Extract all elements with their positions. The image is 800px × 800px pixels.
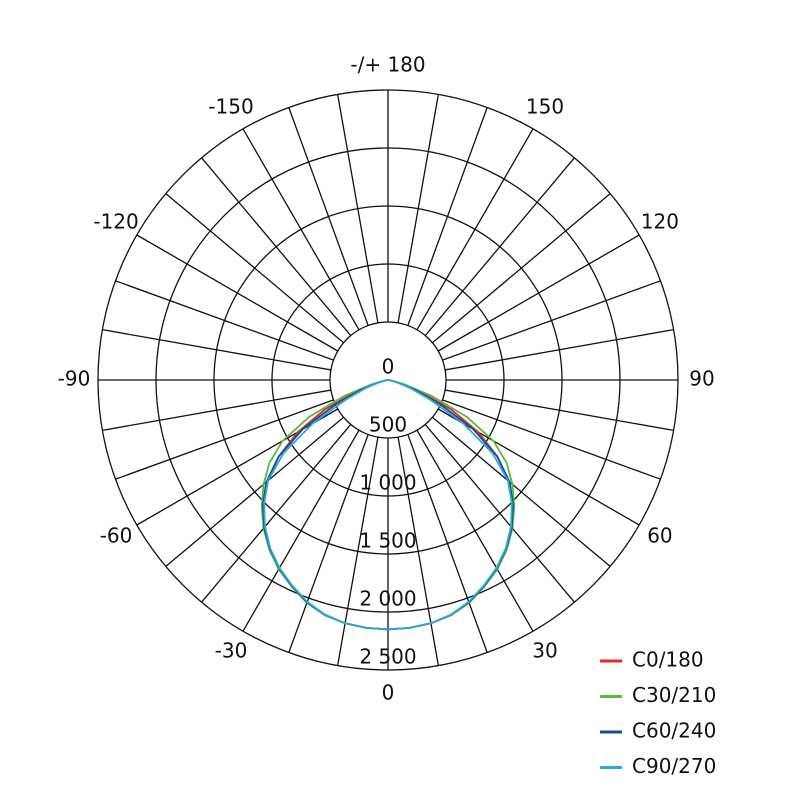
angle-tick-label: -150 [208, 95, 253, 119]
grid-circle [97, 89, 679, 671]
angle-tick-label: -/+ 180 [350, 53, 425, 77]
grid-circle [213, 205, 563, 555]
angle-tick-label: 0 [382, 681, 395, 705]
grid-circle [155, 147, 621, 613]
angle-tick-label: 120 [641, 210, 679, 234]
grid-circle [329, 321, 447, 439]
angle-tick-label: -120 [93, 210, 138, 234]
radial-tick-label: 1 500 [359, 529, 416, 553]
angle-tick-label: -60 [100, 524, 133, 548]
radial-tick-label: 500 [369, 413, 407, 437]
legend-label: C30/210 [632, 683, 716, 707]
angle-tick-label: 90 [689, 367, 714, 391]
angle-tick-label: 150 [526, 95, 564, 119]
angle-tick-label: -30 [215, 638, 248, 662]
angle-tick-label: 60 [647, 524, 672, 548]
radial-tick-label: 2 500 [359, 645, 416, 669]
legend-label: C90/270 [632, 754, 716, 778]
radial-tick-label: 0 [382, 355, 395, 379]
angle-tick-label: -90 [58, 367, 91, 391]
legend-label: C0/180 [632, 648, 704, 672]
angle-tick-label: 30 [532, 638, 557, 662]
radial-tick-label: 1 000 [359, 471, 416, 495]
radial-tick-label: 2 000 [359, 587, 416, 611]
grid-circle [271, 263, 505, 497]
legend-label: C60/240 [632, 719, 716, 743]
intensity-curve [263, 379, 513, 631]
